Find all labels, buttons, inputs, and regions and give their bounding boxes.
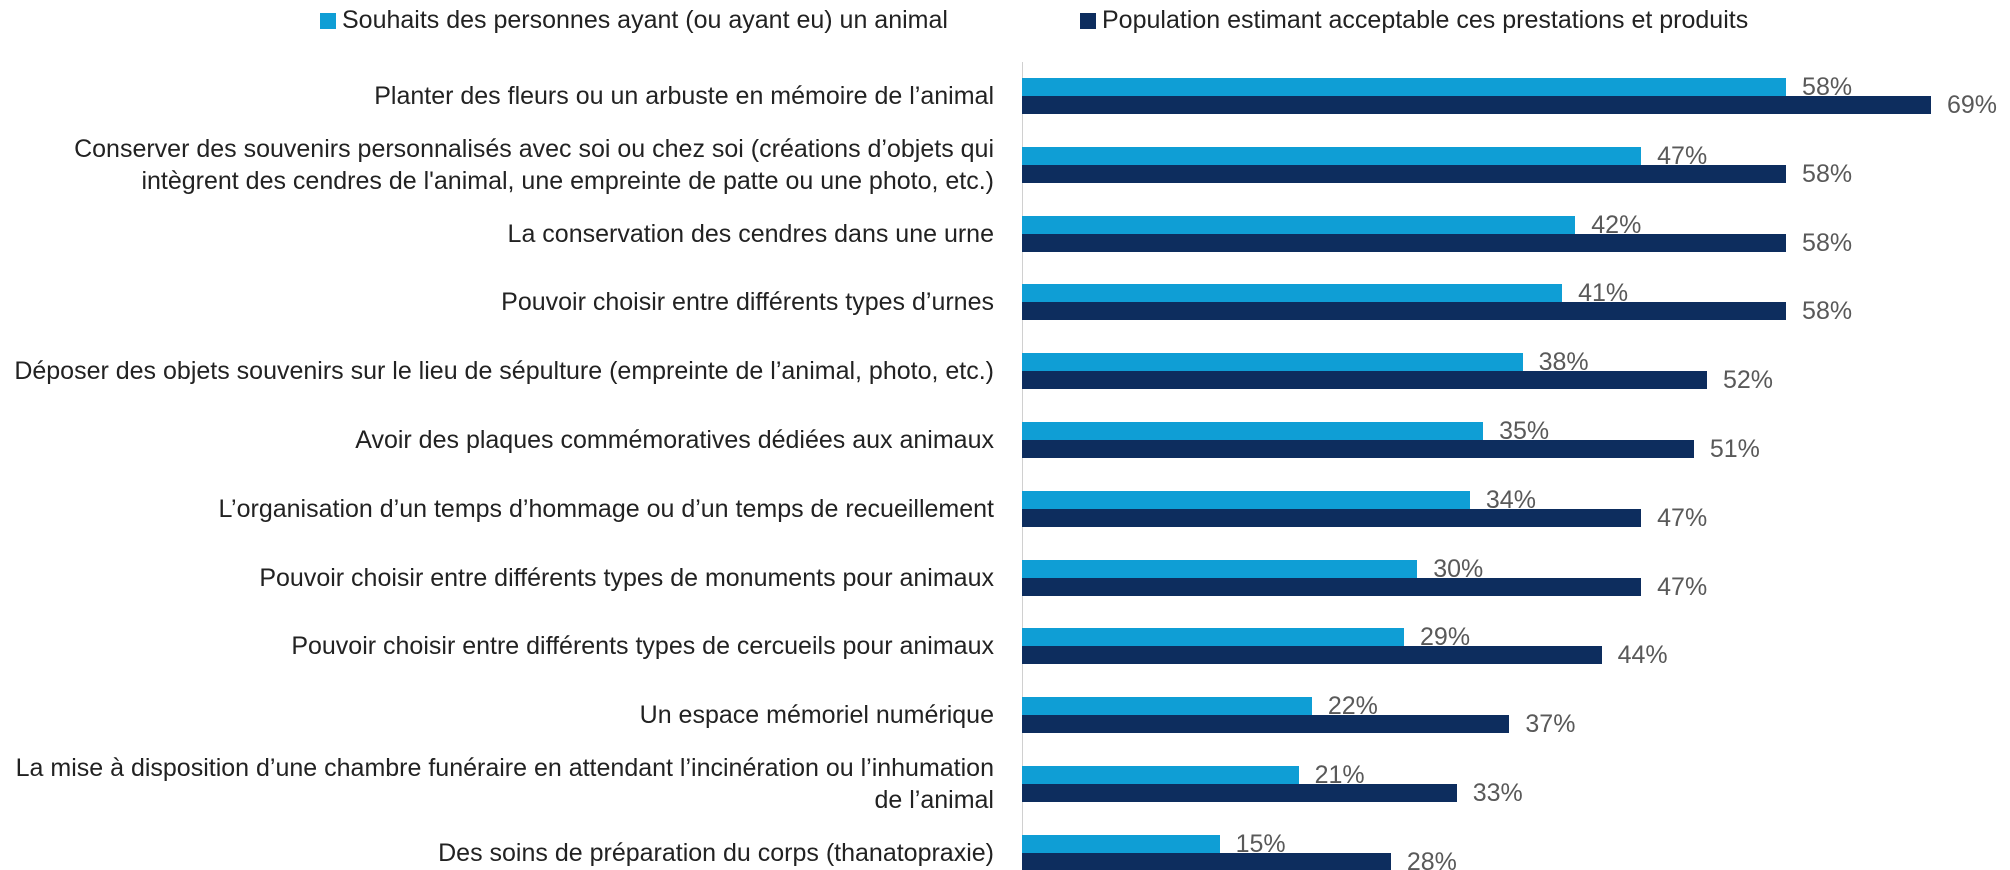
value-label: 15% bbox=[1235, 829, 1286, 858]
category-label: Conserver des souvenirs personnalisés av… bbox=[74, 134, 994, 195]
value-label: 38% bbox=[1538, 348, 1589, 377]
bar bbox=[1022, 440, 1694, 458]
value-label: 34% bbox=[1485, 485, 1536, 514]
category-label: L’organisation d’un temps d’hommage ou d… bbox=[218, 494, 994, 523]
value-label: 47% bbox=[1657, 572, 1708, 601]
bar bbox=[1022, 834, 1220, 853]
legend-swatch bbox=[320, 12, 336, 29]
category-label: La mise à disposition d’une chambre funé… bbox=[15, 754, 994, 814]
category-label: Des soins de préparation du corps (thana… bbox=[438, 838, 994, 867]
legend-swatch bbox=[1080, 12, 1096, 29]
category-label: Pouvoir choisir entre différents types d… bbox=[259, 563, 994, 592]
bar bbox=[1022, 302, 1787, 321]
value-label: 28% bbox=[1406, 847, 1457, 870]
value-label: 51% bbox=[1709, 435, 1760, 463]
category-label: Avoir des plaques commémoratives dédiées… bbox=[355, 426, 994, 454]
bar bbox=[1022, 628, 1405, 647]
bar bbox=[1022, 215, 1576, 234]
value-label: 58% bbox=[1802, 73, 1853, 101]
bar bbox=[1022, 164, 1787, 183]
bar bbox=[1022, 490, 1470, 509]
value-label: 58% bbox=[1802, 228, 1853, 257]
bar bbox=[1022, 646, 1602, 665]
bar bbox=[1022, 422, 1484, 440]
bar bbox=[1022, 353, 1523, 372]
legend-label: Population estimant acceptable ces prest… bbox=[1102, 6, 1749, 34]
bar bbox=[1022, 284, 1563, 303]
bar bbox=[1022, 784, 1457, 802]
value-label: 22% bbox=[1327, 692, 1378, 721]
axis-line bbox=[1022, 62, 1023, 870]
category-label: Pouvoir choisir entre différents types d… bbox=[501, 288, 994, 317]
value-label: 58% bbox=[1802, 297, 1853, 326]
value-label: 37% bbox=[1525, 710, 1576, 739]
bar bbox=[1022, 559, 1418, 578]
bar bbox=[1022, 508, 1642, 527]
value-label: 41% bbox=[1578, 279, 1629, 308]
value-label: 42% bbox=[1591, 210, 1642, 239]
bar bbox=[1022, 78, 1787, 96]
bar bbox=[1022, 766, 1299, 784]
legend-item: Souhaits des personnes ayant (ou ayant e… bbox=[320, 6, 948, 35]
value-label: 30% bbox=[1433, 554, 1484, 583]
bar bbox=[1022, 577, 1642, 596]
value-label: 44% bbox=[1617, 641, 1668, 670]
value-label: 29% bbox=[1420, 623, 1471, 652]
bar bbox=[1022, 146, 1642, 165]
category-label: La conservation des cendres dans une urn… bbox=[507, 219, 994, 248]
bar bbox=[1022, 96, 1931, 114]
category-label: Un espace mémoriel numérique bbox=[639, 701, 994, 730]
legend-label: Souhaits des personnes ayant (ou ayant e… bbox=[342, 6, 948, 34]
bar bbox=[1022, 697, 1312, 716]
bar bbox=[1022, 715, 1510, 734]
value-label: 58% bbox=[1802, 159, 1853, 188]
bar bbox=[1022, 371, 1707, 390]
legend-item: Population estimant acceptable ces prest… bbox=[1080, 6, 1748, 35]
category-label: Planter des fleurs ou un arbuste en mémo… bbox=[374, 82, 994, 110]
value-label: 21% bbox=[1314, 761, 1365, 789]
category-label: Déposer des objets souvenirs sur le lieu… bbox=[14, 357, 994, 386]
value-label: 52% bbox=[1723, 366, 1774, 395]
bar bbox=[1022, 852, 1391, 870]
value-label: 35% bbox=[1499, 417, 1550, 445]
value-label: 47% bbox=[1657, 141, 1708, 170]
value-label: 47% bbox=[1657, 503, 1708, 532]
bar bbox=[1022, 233, 1787, 252]
value-label: 69% bbox=[1946, 91, 1997, 119]
value-label: 33% bbox=[1472, 779, 1523, 807]
category-label: Pouvoir choisir entre différents types d… bbox=[291, 632, 994, 661]
